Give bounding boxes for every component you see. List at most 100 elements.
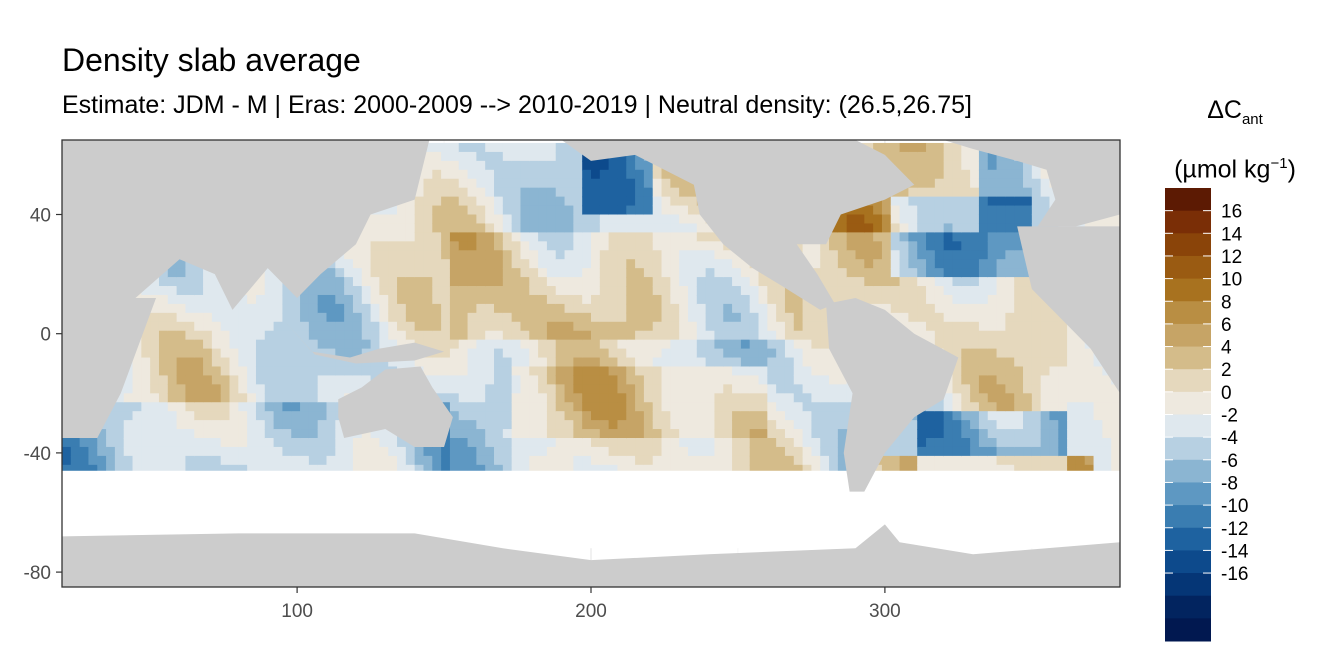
- ocean-cell: [820, 250, 830, 260]
- ocean-cell: [255, 357, 266, 368]
- ocean-cell: [423, 205, 433, 216]
- ocean-cell: [908, 259, 918, 269]
- ocean-cell: [414, 205, 425, 216]
- ocean-cell: [291, 312, 301, 323]
- ocean-cell: [996, 178, 1006, 189]
- ocean-cell: [926, 169, 936, 180]
- ocean-cell: [211, 446, 222, 457]
- ocean-cell: [608, 464, 619, 475]
- ocean-cell: [635, 420, 645, 430]
- ocean-cell: [987, 384, 998, 394]
- ocean-cell: [449, 411, 460, 421]
- ocean-cell: [582, 446, 592, 457]
- ocean-cell: [538, 384, 548, 394]
- ocean-cell: [679, 321, 689, 332]
- ocean-cell: [326, 438, 336, 448]
- ocean-cell: [934, 151, 945, 162]
- ocean-cell: [643, 250, 654, 260]
- ocean-cell: [185, 321, 195, 332]
- land-polygon: [282, 318, 445, 364]
- ocean-cell: [564, 187, 574, 198]
- ocean-cell: [220, 339, 231, 350]
- ocean-cell: [432, 196, 442, 207]
- ocean-cell: [308, 357, 319, 368]
- ocean-cell: [546, 366, 557, 377]
- ocean-cell: [150, 464, 160, 475]
- ocean-cell: [167, 393, 178, 403]
- ocean-cell: [1093, 464, 1103, 475]
- ocean-cell: [546, 312, 557, 323]
- ocean-cell: [476, 196, 486, 207]
- ocean-cell: [502, 429, 513, 439]
- ocean-cell: [599, 420, 610, 430]
- ocean-cell: [300, 303, 310, 314]
- ocean-cell: [705, 402, 716, 412]
- ocean-cell: [996, 196, 1006, 207]
- ocean-cell: [643, 330, 654, 341]
- ocean-cell: [564, 411, 574, 421]
- ocean-cell: [511, 330, 522, 341]
- ocean-cell: [626, 187, 636, 198]
- ocean-cell: [494, 205, 504, 216]
- ocean-cell: [723, 384, 733, 394]
- ocean-cell: [705, 420, 716, 430]
- ocean-cell: [397, 214, 407, 225]
- ocean-cell: [608, 214, 619, 225]
- ocean-cell: [273, 375, 284, 385]
- ocean-cell: [643, 375, 654, 385]
- ocean-cell: [167, 411, 178, 421]
- ocean-cell: [247, 312, 257, 323]
- ocean-cell: [1040, 384, 1051, 394]
- ocean-cell: [961, 303, 971, 314]
- ocean-cell: [679, 205, 689, 216]
- ocean-cell: [961, 250, 971, 260]
- ocean-cell: [1040, 455, 1051, 466]
- ocean-cell: [273, 321, 284, 332]
- ocean-cell: [670, 223, 680, 233]
- ocean-cell: [582, 339, 592, 350]
- ocean-cell: [820, 268, 830, 278]
- ocean-cell: [458, 205, 469, 216]
- ocean-cell: [591, 303, 601, 314]
- ocean-cell: [282, 446, 292, 457]
- ocean-cell: [546, 241, 557, 251]
- ocean-cell: [361, 286, 372, 296]
- ocean-cell: [758, 446, 768, 457]
- ocean-cell: [926, 232, 936, 242]
- ocean-cell: [687, 393, 698, 403]
- ocean-cell: [626, 348, 636, 359]
- ocean-cell: [1067, 348, 1077, 359]
- colorbar-swatch: [1165, 323, 1211, 348]
- ocean-cell: [732, 286, 742, 296]
- ocean-cell: [158, 429, 169, 439]
- ocean-cell: [485, 187, 495, 198]
- ocean-cell: [758, 339, 768, 350]
- ocean-cell: [952, 429, 962, 439]
- ocean-cell: [617, 286, 627, 296]
- ocean-cell: [538, 151, 548, 162]
- ocean-cell: [987, 160, 998, 171]
- ocean-cell: [485, 196, 495, 207]
- ocean-cell: [370, 446, 380, 457]
- ocean-cell: [670, 232, 680, 242]
- ocean-cell: [1102, 446, 1112, 457]
- ocean-cell: [723, 366, 733, 377]
- ocean-cell: [626, 268, 636, 278]
- ocean-cell: [617, 402, 627, 412]
- ocean-cell: [238, 411, 248, 421]
- ocean-cell: [890, 464, 901, 475]
- ocean-cell: [494, 438, 504, 448]
- ocean-cell: [1023, 348, 1033, 359]
- ocean-cell: [820, 312, 830, 323]
- ocean-cell: [582, 312, 592, 323]
- ocean-cell: [978, 250, 989, 260]
- ocean-cell: [1023, 393, 1033, 403]
- ocean-cell: [652, 294, 663, 305]
- ocean-cell: [397, 223, 407, 233]
- ocean-cell: [1005, 205, 1015, 216]
- ocean-cell: [970, 339, 980, 350]
- ocean-cell: [432, 321, 442, 332]
- ocean-cell: [1023, 178, 1033, 189]
- ocean-cell: [220, 294, 231, 305]
- ocean-cell: [687, 366, 698, 377]
